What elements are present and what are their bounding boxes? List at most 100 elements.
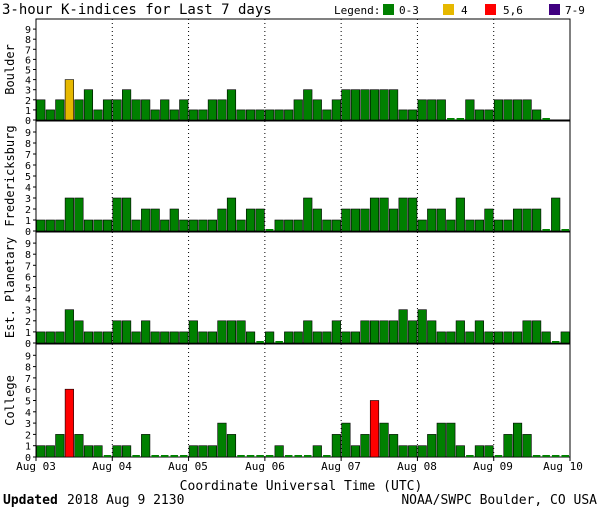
- y-tick-label: 9: [25, 239, 31, 250]
- k-index-bar: [131, 219, 141, 232]
- y-tick-label: 0: [25, 227, 31, 238]
- k-index-bar: [427, 208, 437, 232]
- k-index-bar: [303, 89, 313, 121]
- k-index-bar: [274, 219, 284, 232]
- k-index-bar: [169, 109, 179, 121]
- y-tick-label: 0: [25, 116, 31, 127]
- k-index-bar: [55, 434, 65, 458]
- k-index-bar: [417, 99, 427, 121]
- k-index-bar: [532, 109, 542, 121]
- k-index-bar: [188, 219, 198, 232]
- k-index-bar: [465, 99, 475, 121]
- y-tick-label: 8: [25, 363, 31, 374]
- k-index-bar: [360, 320, 370, 344]
- k-index-bar: [446, 422, 456, 458]
- k-index-bar: [312, 331, 322, 344]
- k-index-bar: [112, 197, 122, 232]
- k-index-bar: [436, 422, 446, 458]
- k-index-bar: [331, 434, 341, 458]
- k-index-bar: [331, 219, 341, 232]
- k-index-bar: [284, 331, 294, 344]
- k-index-bar: [503, 331, 513, 344]
- k-index-bar: [522, 208, 532, 232]
- k-index-bar: [83, 445, 94, 458]
- k-index-bar: [207, 445, 217, 458]
- station-label: College: [3, 375, 17, 426]
- y-tick-label: 6: [25, 272, 31, 283]
- k-index-bar: [398, 109, 408, 121]
- legend-swatch-0: [383, 4, 394, 15]
- updated-label: Updated: [3, 493, 58, 508]
- k-index-bar: [150, 208, 160, 232]
- k-index-bar: [160, 219, 170, 232]
- y-tick-label: 8: [25, 35, 31, 46]
- k-index-bar: [417, 219, 427, 232]
- x-tick-label-6: Aug 09: [473, 460, 513, 473]
- x-tick-label-0: Aug 03: [16, 460, 56, 473]
- k-index-bar: [160, 99, 170, 121]
- k-index-bar: [350, 331, 361, 344]
- k-index-bar: [493, 99, 504, 121]
- k-index-bar: [341, 208, 351, 232]
- k-index-bar: [379, 197, 389, 232]
- k-index-bar: [122, 445, 132, 458]
- k-index-bar: [74, 320, 84, 344]
- k-index-bar: [207, 99, 217, 121]
- k-index-bar: [122, 320, 132, 344]
- y-tick-label: 7: [25, 374, 31, 385]
- k-index-bar: [93, 445, 103, 458]
- k-index-bar: [160, 331, 170, 344]
- station-label: Est. Planetary: [3, 237, 17, 338]
- k-index-bar: [188, 320, 198, 344]
- k-index-bar: [484, 208, 494, 232]
- station-label: Boulder: [3, 44, 17, 95]
- legend: 0-3 4 5,6 7-9: [383, 4, 585, 17]
- k-index-bar: [36, 219, 46, 232]
- k-index-bar: [379, 422, 389, 458]
- k-index-bar: [350, 208, 361, 232]
- k-index-bar: [217, 99, 227, 121]
- k-index-bar: [131, 331, 141, 344]
- k-index-bar: [112, 99, 122, 121]
- k-index-bar: [45, 331, 55, 344]
- y-tick-label: 1: [25, 328, 31, 339]
- k-index-bar: [541, 331, 551, 344]
- k-index-bar: [36, 445, 46, 458]
- k-index-bar: [322, 109, 332, 121]
- k-index-bar: [312, 99, 322, 121]
- k-index-bar: [503, 434, 513, 458]
- k-index-bar: [455, 197, 465, 232]
- k-index-bar: [55, 219, 65, 232]
- k-index-bar: [198, 445, 208, 458]
- k-index-bar: [274, 445, 284, 458]
- legend-swatch-1: [443, 4, 454, 15]
- station-panels: 0123456789Boulder0123456789Fredericksbur…: [3, 18, 571, 464]
- k-index-bar: [303, 197, 313, 232]
- k-index-bar: [369, 320, 380, 344]
- k-index-bar: [293, 219, 303, 232]
- k-index-bar: [474, 109, 484, 121]
- y-tick-label: 2: [25, 96, 31, 107]
- y-tick-label: 9: [25, 25, 31, 36]
- x-axis-label: Coordinate Universal Time (UTC): [180, 479, 423, 494]
- k-index-bar: [436, 331, 446, 344]
- k-index-bar: [408, 320, 418, 344]
- y-tick-label: 4: [25, 408, 31, 419]
- k-index-bar: [150, 331, 160, 344]
- k-index-bar: [255, 208, 265, 232]
- k-index-bar: [331, 320, 341, 344]
- k-index-bar: [436, 208, 446, 232]
- k-index-bar: [350, 89, 361, 121]
- k-index-bar: [427, 434, 437, 458]
- k-index-bar: [93, 331, 103, 344]
- k-index-bar: [36, 99, 46, 121]
- k-index-bar: [45, 219, 55, 232]
- k-index-bar: [236, 109, 246, 121]
- y-tick-label: 3: [25, 194, 31, 205]
- y-tick-label: 6: [25, 161, 31, 172]
- x-tick-label-5: Aug 08: [397, 460, 437, 473]
- k-index-bar: [350, 445, 361, 458]
- y-tick-label: 7: [25, 150, 31, 161]
- k-index-bar: [36, 331, 46, 344]
- k-index-bar: [226, 197, 237, 232]
